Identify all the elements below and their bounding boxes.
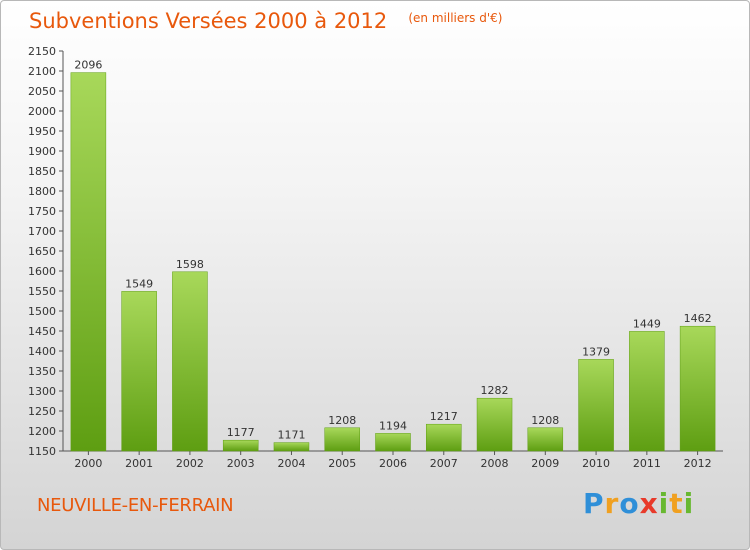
y-tick-label: 1650 — [28, 245, 56, 258]
bar — [476, 397, 513, 452]
y-tick-label: 1800 — [28, 185, 56, 198]
y-tick-label: 1850 — [28, 165, 56, 178]
y-tick-label: 2150 — [28, 45, 56, 58]
bar-value-label: 1208 — [328, 414, 356, 427]
title-block: Subventions Versées 2000 à 2012 (en mill… — [29, 9, 502, 33]
bar — [578, 359, 614, 452]
bar-value-label: 2096 — [74, 59, 102, 72]
x-tick-label: 2006 — [379, 457, 407, 470]
y-tick-label: 1900 — [28, 145, 56, 158]
x-tick-label: 2002 — [176, 457, 204, 470]
bar — [273, 442, 310, 452]
x-tick-label: 2010 — [582, 457, 610, 470]
y-tick-label: 1700 — [28, 225, 56, 238]
logo-letter: x — [639, 487, 659, 520]
y-tick-label: 1200 — [28, 425, 56, 438]
bar-value-label: 1379 — [582, 345, 610, 358]
y-tick-label: 1300 — [28, 385, 56, 398]
bar — [172, 271, 208, 452]
bar-value-label: 1194 — [379, 419, 407, 432]
y-tick-label: 1600 — [28, 265, 56, 278]
y-tick-label: 1500 — [28, 305, 56, 318]
y-tick-label: 1400 — [28, 345, 56, 358]
x-tick-label: 2001 — [125, 457, 153, 470]
bar-value-label: 1449 — [633, 317, 661, 330]
logo-letter: o — [619, 487, 640, 520]
bar — [222, 439, 259, 452]
logo-letter: r — [604, 487, 620, 520]
logo-text: Proxiti — [583, 487, 694, 520]
logo-letter: t — [669, 487, 684, 520]
y-tick-label: 1250 — [28, 405, 56, 418]
bar-value-label: 1282 — [481, 384, 509, 397]
proxiti-logo: Proxiti — [583, 487, 694, 520]
bar-value-label: 1171 — [277, 429, 305, 442]
x-tick-label: 2012 — [684, 457, 712, 470]
x-tick-label: 2004 — [277, 457, 305, 470]
x-tick-label: 2009 — [531, 457, 559, 470]
y-tick-label: 1450 — [28, 325, 56, 338]
y-tick-label: 1350 — [28, 365, 56, 378]
y-tick-label: 1950 — [28, 125, 56, 138]
logo-letter: i — [658, 487, 670, 520]
y-tick-label: 2050 — [28, 85, 56, 98]
city-name: NEUVILLE-EN-FERRAIN — [37, 495, 234, 516]
y-tick-label: 1750 — [28, 205, 56, 218]
y-tick-label: 1150 — [28, 445, 56, 458]
chart-subtitle: (en milliers d'€) — [408, 11, 503, 25]
bar-value-label: 1177 — [227, 426, 255, 439]
x-tick-label: 2011 — [633, 457, 661, 470]
x-tick-label: 2003 — [227, 457, 255, 470]
bar — [629, 331, 665, 452]
x-tick-label: 2008 — [481, 457, 509, 470]
axes: 1150 1200 1250 1300 1350 1400 1450 1500 1550 1600… — [28, 45, 723, 470]
logo-letter: P — [583, 487, 605, 520]
bar-value-label: 1208 — [531, 414, 559, 427]
bar-value-label: 1549 — [125, 277, 153, 290]
bar-value-label: 1217 — [430, 410, 458, 423]
logo-letter: i — [683, 487, 695, 520]
chart-title: Subventions Versées 2000 à 2012 — [29, 9, 388, 33]
bars: 2096 1549 1598 1177 1171 1208 1194 1217 1282 1208… — [70, 59, 716, 452]
bar-value-label: 1598 — [176, 258, 204, 271]
bar — [324, 427, 360, 452]
y-tick-label: 2100 — [28, 65, 56, 78]
bar — [70, 72, 107, 452]
bar — [527, 427, 564, 452]
x-tick-label: 2005 — [328, 457, 356, 470]
y-tick-label: 2000 — [28, 105, 56, 118]
bar — [121, 291, 157, 452]
bar — [426, 423, 462, 452]
y-tick-label: 1550 — [28, 285, 56, 298]
bar — [679, 325, 716, 452]
bar-value-label: 1462 — [684, 312, 712, 325]
bar — [375, 433, 411, 452]
x-tick-label: 2007 — [430, 457, 458, 470]
x-tick-label: 2000 — [74, 457, 102, 470]
